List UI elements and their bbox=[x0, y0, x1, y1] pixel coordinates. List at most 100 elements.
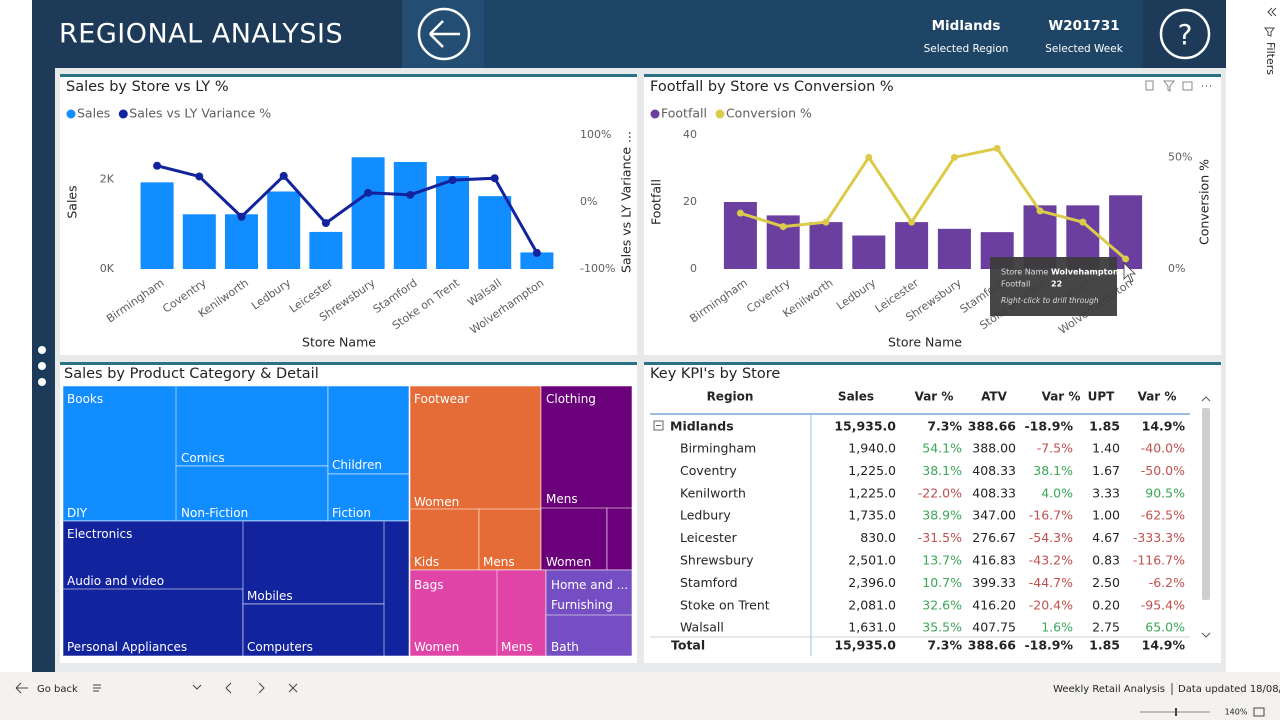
treemap-cell[interactable] bbox=[62, 588, 244, 657]
treemap-cell[interactable] bbox=[496, 569, 547, 657]
treemap-label: Comics bbox=[181, 451, 225, 465]
back-arrow[interactable] bbox=[429, 20, 460, 48]
tooltip-label: Footfall bbox=[1001, 280, 1030, 289]
row-label: Leicester bbox=[680, 530, 738, 545]
treemap-label: Mobiles bbox=[247, 589, 293, 603]
treemap-cell[interactable] bbox=[327, 385, 410, 475]
cell: 65.0% bbox=[1145, 620, 1185, 635]
treemap-cell[interactable] bbox=[242, 603, 385, 657]
y2-axis-title: Sales vs LY Variance ... bbox=[619, 131, 634, 273]
column-header: ATV bbox=[981, 390, 1008, 404]
collapse-toggle[interactable] bbox=[653, 420, 664, 431]
cell: 4.67 bbox=[1092, 530, 1120, 545]
row-label: Walsall bbox=[680, 620, 724, 635]
copy-icon[interactable] bbox=[1145, 80, 1154, 91]
page-dot[interactable] bbox=[38, 378, 46, 386]
report-title: REGIONAL ANALYSIS bbox=[59, 19, 343, 50]
cell: 2,501.0 bbox=[848, 553, 896, 568]
nav-icons[interactable] bbox=[192, 682, 298, 694]
tooltip-box bbox=[990, 257, 1117, 316]
line bbox=[156, 164, 539, 254]
treemap-cell[interactable] bbox=[545, 614, 633, 657]
page-dot[interactable] bbox=[38, 346, 46, 354]
filters-label[interactable]: Filters bbox=[1264, 42, 1277, 75]
y-tick-label: 2K bbox=[100, 173, 115, 186]
treemap-label: Women bbox=[414, 495, 459, 509]
tooltip-value: Wolvehampton bbox=[1051, 268, 1119, 277]
treemap-label: Personal Appliances bbox=[67, 640, 187, 654]
bar bbox=[937, 228, 971, 269]
line-point bbox=[1036, 207, 1044, 215]
line-point bbox=[448, 176, 457, 185]
line-point bbox=[279, 171, 288, 180]
filter-icon[interactable] bbox=[1264, 27, 1275, 37]
cell: 407.75 bbox=[972, 620, 1016, 635]
treemap-label: Mens bbox=[546, 492, 578, 506]
line-point bbox=[908, 218, 916, 226]
panel-accent bbox=[60, 362, 637, 365]
y-axis-title: Sales bbox=[65, 185, 80, 218]
back-button[interactable] bbox=[417, 7, 471, 61]
column-header: Region bbox=[707, 390, 754, 404]
expand-filters[interactable] bbox=[1267, 7, 1277, 17]
cell: -18.9% bbox=[1024, 638, 1073, 653]
cell: 4.0% bbox=[1041, 485, 1073, 500]
row-label: Midlands bbox=[670, 419, 734, 434]
pages-icon[interactable] bbox=[93, 684, 101, 692]
tooltip-hint: Right-click to drill through bbox=[1001, 296, 1099, 305]
line-point bbox=[406, 190, 415, 199]
zoom-thumb[interactable] bbox=[1175, 708, 1177, 716]
treemap-cell[interactable] bbox=[175, 385, 329, 467]
bar bbox=[351, 157, 385, 269]
legend-label: Footfall bbox=[661, 106, 707, 121]
cell: -31.5% bbox=[918, 530, 962, 545]
cell: -43.2% bbox=[1029, 553, 1073, 568]
treemap-label: Women bbox=[546, 555, 591, 569]
cell: 1.85 bbox=[1089, 638, 1120, 653]
data-updated: Data updated 18/08/22 bbox=[1178, 684, 1280, 695]
treemap-cell[interactable] bbox=[478, 508, 542, 571]
line-point bbox=[490, 174, 499, 183]
page-dot[interactable] bbox=[38, 362, 46, 370]
report-name: Weekly Retail Analysis bbox=[1053, 684, 1165, 695]
row-label: Total bbox=[671, 638, 705, 653]
treemap-cell[interactable] bbox=[540, 507, 608, 571]
cell: 1.00 bbox=[1092, 508, 1120, 523]
scroll-arrows[interactable] bbox=[1201, 396, 1211, 638]
line-point bbox=[237, 212, 246, 221]
bar bbox=[478, 196, 512, 269]
go-back-icon[interactable] bbox=[15, 682, 28, 694]
focus-icon[interactable] bbox=[1182, 81, 1193, 91]
x-axis-title: Store Name bbox=[302, 335, 376, 350]
cell: 38.1% bbox=[922, 463, 962, 478]
bar bbox=[393, 161, 427, 269]
cell: 0.83 bbox=[1092, 553, 1120, 568]
line-point bbox=[993, 144, 1001, 152]
help-button[interactable] bbox=[1159, 8, 1211, 60]
treemap-cell[interactable] bbox=[327, 473, 410, 522]
chart-title: Sales by Store vs LY % bbox=[66, 79, 229, 95]
column-header: Var % bbox=[915, 390, 954, 404]
filter-icon[interactable] bbox=[1162, 80, 1176, 92]
fit-page-icon[interactable] bbox=[1253, 707, 1265, 717]
treemap-cell[interactable] bbox=[409, 508, 480, 571]
scrollbar-thumb[interactable] bbox=[1202, 408, 1210, 600]
treemap-label: Children bbox=[332, 458, 382, 472]
help-icon[interactable]: ? bbox=[1178, 18, 1193, 51]
y2-tick-label: 0% bbox=[1168, 262, 1185, 275]
cell: -50.0% bbox=[1141, 463, 1185, 478]
region-caption: Selected Region bbox=[924, 43, 1009, 55]
back-circle[interactable] bbox=[417, 7, 471, 61]
go-back-button[interactable]: Go back bbox=[37, 684, 78, 695]
cell: 416.20 bbox=[972, 597, 1016, 612]
bar bbox=[436, 176, 469, 269]
treemap-cell[interactable] bbox=[606, 507, 633, 571]
cell: 1.85 bbox=[1089, 419, 1120, 434]
chart-title: Footfall by Store vs Conversion % bbox=[650, 79, 894, 95]
treemap-cell[interactable] bbox=[242, 520, 385, 605]
y2-tick-label: 0% bbox=[580, 195, 597, 208]
cell: 3.33 bbox=[1092, 485, 1120, 500]
row-label: Coventry bbox=[680, 463, 737, 478]
treemap-label: DIY bbox=[67, 506, 88, 520]
line-point bbox=[865, 153, 873, 161]
